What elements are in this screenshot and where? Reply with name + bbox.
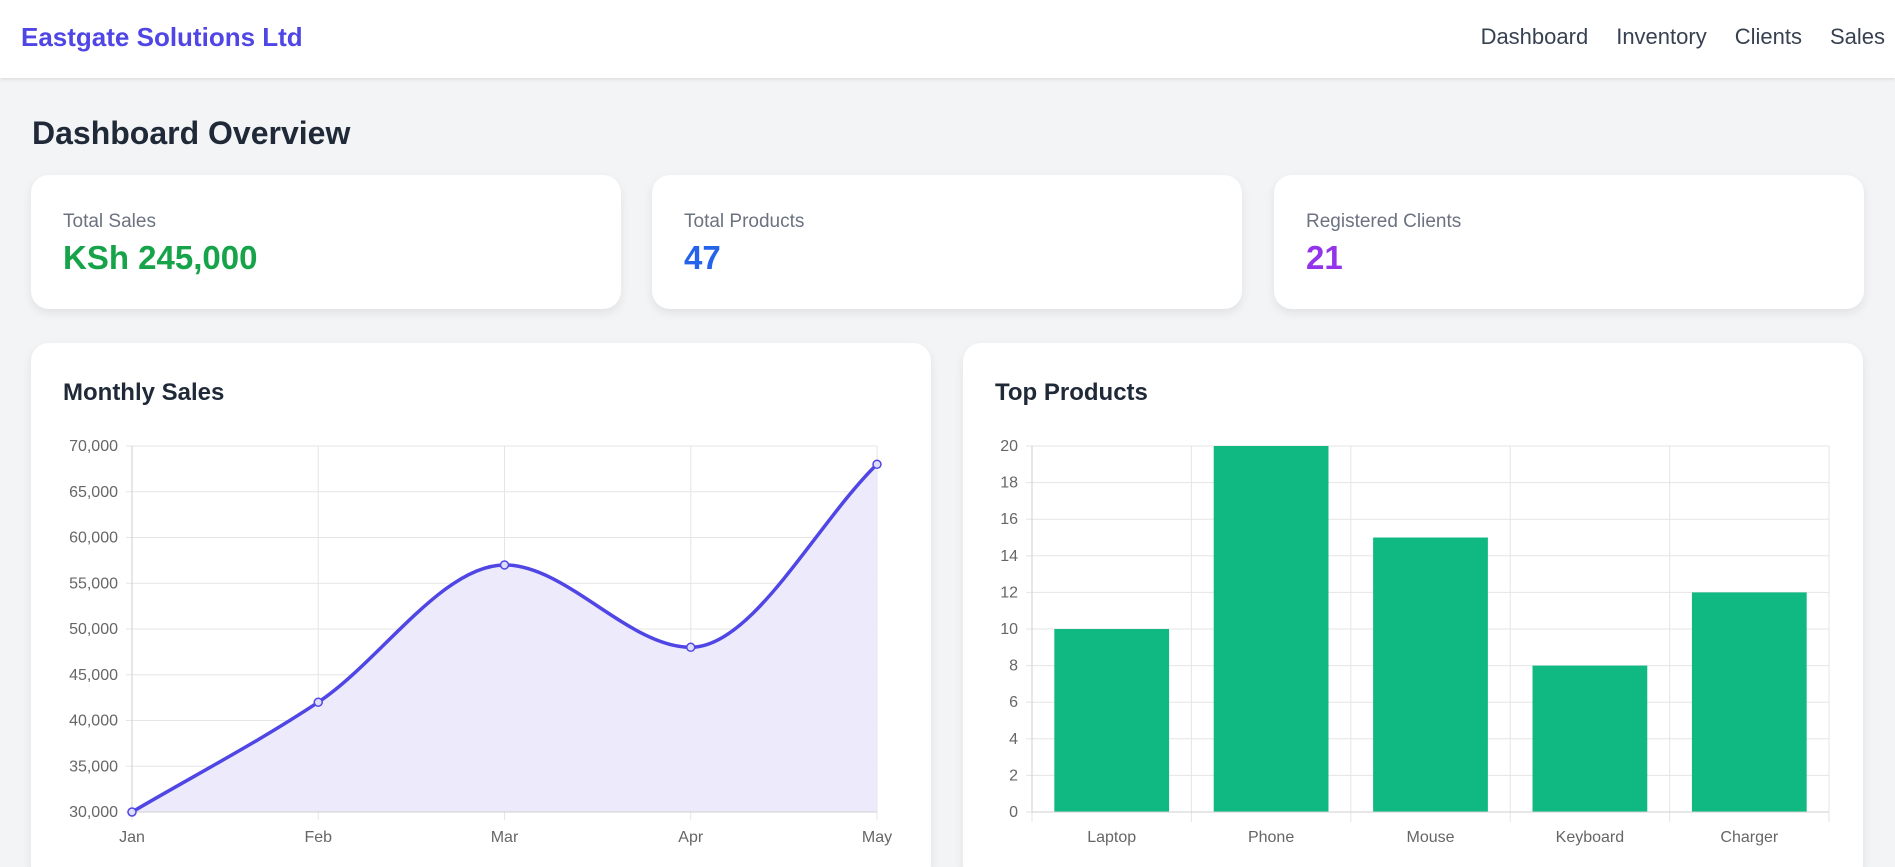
bar-laptop	[1054, 629, 1170, 812]
y-tick-label: 45,000	[69, 667, 118, 684]
stat-card-total-products: Total Products 47	[652, 175, 1242, 309]
y-tick-label: 18	[1000, 475, 1018, 492]
monthly-sales-card: Monthly Sales 30,000 35,000 40,000 45,000 50…	[31, 343, 931, 867]
stat-card-registered-clients: Registered Clients 21	[1274, 175, 1864, 309]
stat-card-total-sales: Total Sales KSh 245,000	[31, 175, 621, 309]
nav-link-dashboard[interactable]: Dashboard	[1480, 24, 1589, 49]
y-tick-label: 4	[1009, 731, 1018, 748]
bar-phone	[1213, 446, 1329, 812]
bar-mouse	[1373, 537, 1488, 812]
x-tick-label: Keyboard	[1556, 829, 1625, 846]
bar-keyboard	[1532, 665, 1648, 812]
page-title: Dashboard Overview	[32, 115, 351, 151]
top-products-chart: 0 2 4 6 8 10 12 14 16 18 20 Laptop Phone Mouse Keyboar…	[1000, 438, 1830, 846]
y-tick-label: 8	[1009, 658, 1018, 675]
y-tick-label: 12	[1000, 584, 1018, 601]
sales-data-point	[872, 459, 882, 470]
y-tick-label: 0	[1009, 804, 1018, 821]
y-tick-label: 60,000	[69, 530, 118, 547]
stat-label: Registered Clients	[1306, 211, 1462, 232]
stat-label: Total Sales	[63, 211, 156, 232]
brand-logo[interactable]: Eastgate Solutions Ltd	[21, 22, 303, 52]
sales-data-point	[127, 807, 137, 817]
chart-title: Top Products	[995, 379, 1148, 406]
stat-value: 47	[684, 239, 721, 276]
y-tick-label: 65,000	[69, 484, 118, 501]
nav-link-inventory[interactable]: Inventory	[1616, 24, 1707, 49]
y-tick-label: 40,000	[69, 713, 118, 730]
sales-area-fill	[132, 464, 877, 812]
x-tick-label: Charger	[1720, 829, 1778, 846]
x-tick-label: Feb	[304, 829, 332, 846]
chart-title: Monthly Sales	[63, 379, 225, 406]
x-tick-label: Jan	[119, 829, 145, 846]
sales-data-point	[686, 642, 696, 653]
nav-links: Dashboard Inventory Clients Sales	[1453, 24, 1885, 50]
stat-label: Total Products	[684, 211, 805, 232]
stat-value: 21	[1306, 239, 1343, 276]
stat-value: KSh 245,000	[63, 239, 258, 276]
monthly-sales-chart: 30,000 35,000 40,000 45,000 50,000 55,000 60,0…	[69, 438, 892, 846]
y-tick-label: 14	[1000, 548, 1018, 565]
y-tick-label: 20	[1000, 438, 1018, 455]
y-tick-label: 16	[1000, 511, 1018, 528]
sales-data-point	[313, 697, 323, 707]
sales-data-point	[499, 560, 510, 570]
bar-charger	[1691, 592, 1807, 812]
x-tick-label: Mar	[491, 829, 519, 846]
x-tick-label: Apr	[678, 829, 704, 846]
y-tick-label: 30,000	[69, 804, 118, 821]
y-tick-label: 55,000	[69, 575, 118, 592]
y-tick-label: 2	[1009, 767, 1018, 784]
y-tick-label: 50,000	[69, 621, 118, 638]
x-tick-label: Laptop	[1087, 829, 1136, 846]
y-tick-label: 35,000	[69, 758, 118, 775]
nav-link-clients[interactable]: Clients	[1734, 24, 1802, 49]
x-tick-label: Mouse	[1406, 829, 1454, 846]
top-navbar: Eastgate Solutions Ltd Dashboard Invento…	[0, 0, 1895, 78]
top-products-card: Top Products 0 2 4 6 8 10 12 14 16 18 20 Laptop Phon…	[963, 343, 1863, 867]
x-tick-label: May	[862, 829, 892, 846]
nav-link-sales[interactable]: Sales	[1829, 24, 1885, 49]
x-tick-label: Phone	[1248, 829, 1294, 846]
y-tick-label: 6	[1009, 694, 1018, 711]
y-tick-label: 10	[1000, 621, 1018, 638]
y-tick-label: 70,000	[69, 438, 118, 455]
